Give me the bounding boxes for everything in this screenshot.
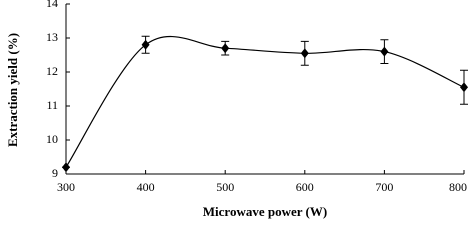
marker <box>460 82 468 93</box>
x-tick-label: 700 <box>375 180 393 194</box>
marker <box>141 39 150 50</box>
x-tick-label: 300 <box>57 180 75 194</box>
x-tick-label: 400 <box>137 180 155 194</box>
y-tick-label: 13 <box>46 30 58 44</box>
x-tick-label: 800 <box>449 180 467 194</box>
y-tick-label: 10 <box>46 132 58 146</box>
marker <box>221 43 230 54</box>
x-tick-label: 500 <box>216 180 234 194</box>
x-axis-label: Microwave power (W) <box>203 204 327 219</box>
y-tick-label: 12 <box>46 64 58 78</box>
chart: Extraction yield (%) Microwave power (W)… <box>5 0 468 219</box>
y-tick-label: 9 <box>52 166 58 180</box>
marker <box>380 46 389 57</box>
marker <box>300 48 309 59</box>
y-axis-label: Extraction yield (%) <box>5 33 20 147</box>
y-tick-label: 11 <box>46 98 58 112</box>
y-tick-label: 14 <box>46 0 58 10</box>
marker <box>62 162 70 173</box>
line <box>65 35 465 168</box>
x-tick-label: 600 <box>296 180 314 194</box>
